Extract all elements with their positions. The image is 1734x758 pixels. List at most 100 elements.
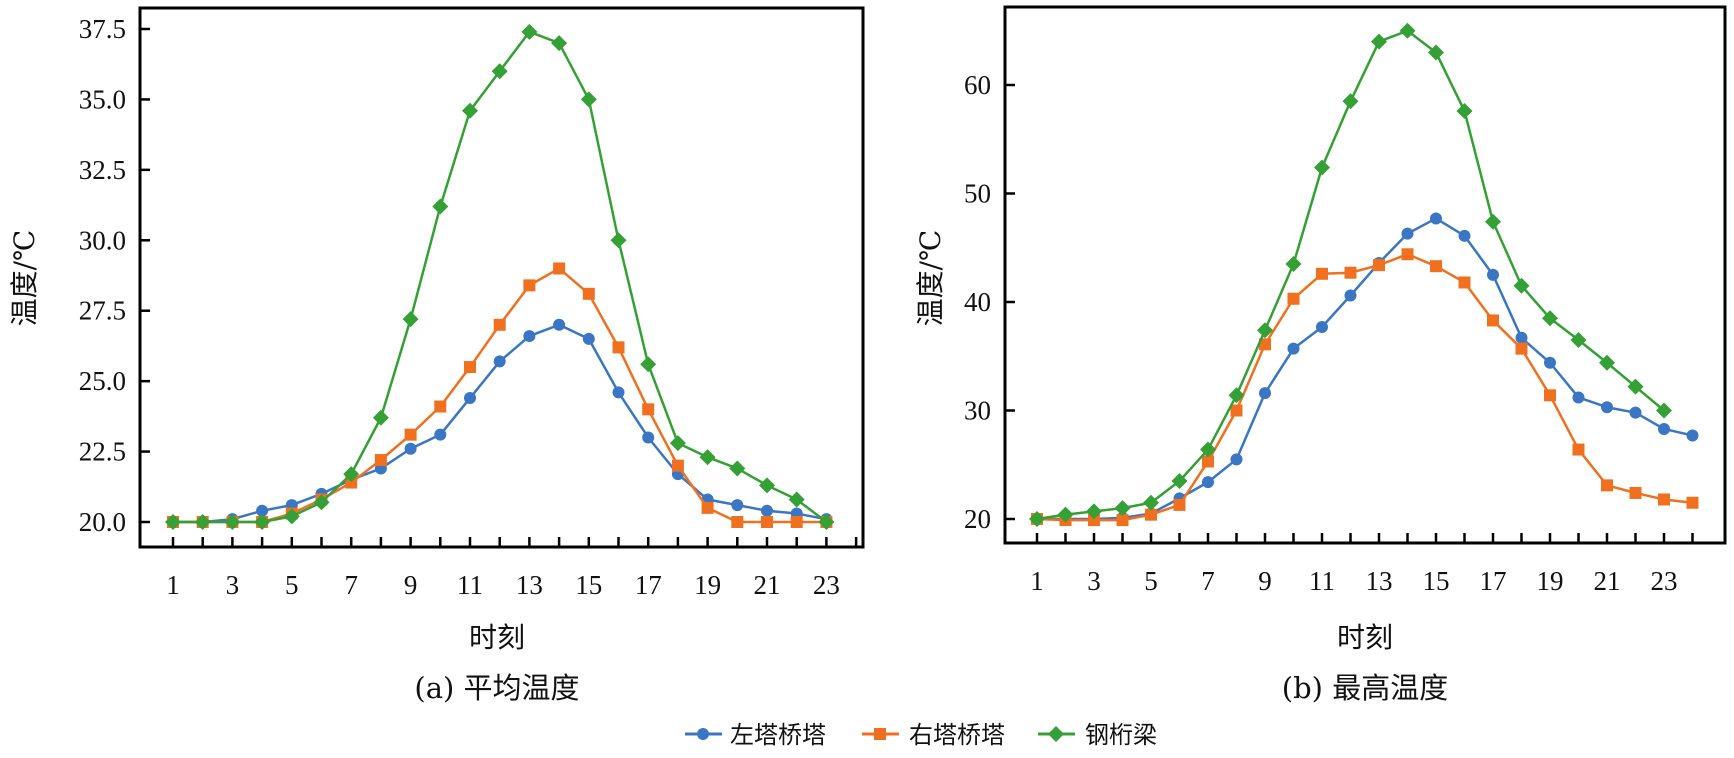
data-point bbox=[372, 409, 389, 426]
data-point bbox=[283, 508, 300, 525]
data-point bbox=[432, 198, 449, 215]
series-line bbox=[173, 323, 827, 524]
data-point bbox=[1088, 514, 1100, 527]
data-point bbox=[1658, 493, 1670, 506]
x-tick-label: 11 bbox=[457, 570, 483, 600]
data-point bbox=[761, 504, 773, 517]
plot-frame-a bbox=[138, 6, 865, 549]
diamond-marker-icon bbox=[1048, 726, 1064, 742]
data-point bbox=[1143, 494, 1159, 511]
series-right-tower-b bbox=[1031, 248, 1699, 527]
data-point bbox=[1171, 473, 1188, 490]
series-line bbox=[1036, 253, 1693, 522]
data-point bbox=[194, 514, 211, 530]
data-point bbox=[1572, 443, 1585, 456]
y-tick-label: 32.5 bbox=[79, 155, 126, 185]
data-point bbox=[1487, 314, 1499, 327]
legend-item-steel-truss: 钢桁梁 bbox=[1038, 721, 1157, 749]
data-point bbox=[256, 504, 269, 517]
data-point bbox=[1057, 506, 1074, 523]
data-point bbox=[1314, 159, 1330, 176]
series-left-tower-a bbox=[167, 318, 833, 528]
data-point bbox=[404, 442, 417, 455]
data-point bbox=[1456, 103, 1473, 120]
data-point bbox=[1202, 455, 1214, 468]
data-point bbox=[671, 459, 684, 472]
data-point bbox=[640, 356, 657, 373]
data-point bbox=[790, 516, 803, 528]
data-point bbox=[818, 514, 835, 530]
data-point bbox=[1259, 387, 1271, 400]
x-tick-label: 13 bbox=[1366, 566, 1393, 596]
data-point bbox=[1656, 402, 1672, 419]
x-tick-label: 17 bbox=[1480, 566, 1507, 596]
data-point bbox=[404, 428, 417, 441]
y-tick-label: 27.5 bbox=[79, 296, 126, 326]
data-point bbox=[1373, 259, 1385, 272]
data-point bbox=[1544, 389, 1556, 402]
data-point bbox=[523, 279, 536, 292]
data-point bbox=[582, 287, 595, 300]
data-point bbox=[1145, 508, 1157, 521]
data-point bbox=[374, 454, 387, 467]
data-point bbox=[761, 516, 773, 528]
data-point bbox=[165, 514, 181, 530]
x-axis-title-b: 时刻 bbox=[1337, 621, 1393, 654]
data-point bbox=[1344, 266, 1357, 279]
data-point bbox=[343, 466, 360, 483]
data-point bbox=[1599, 354, 1615, 371]
data-point bbox=[553, 318, 566, 331]
x-tick-label: 23 bbox=[1651, 566, 1678, 596]
data-point bbox=[1513, 277, 1530, 294]
x-tick-label: 9 bbox=[1258, 566, 1272, 596]
data-point bbox=[1200, 441, 1216, 458]
data-point bbox=[731, 499, 744, 512]
data-point bbox=[1601, 479, 1613, 492]
y-tick-label: 40 bbox=[964, 287, 991, 317]
legend-label-right-tower: 右塔桥塔 bbox=[909, 721, 1005, 749]
series-steel-truss-a bbox=[165, 23, 835, 530]
data-point bbox=[699, 449, 716, 466]
data-point bbox=[612, 341, 625, 354]
x-tick-label: 13 bbox=[516, 570, 543, 600]
x-tick-label: 23 bbox=[813, 570, 840, 600]
x-tick-label: 17 bbox=[635, 570, 662, 600]
data-point bbox=[1230, 453, 1243, 466]
x-tick-label: 7 bbox=[1201, 566, 1215, 596]
x-tick-label: 1 bbox=[1030, 566, 1044, 596]
data-point bbox=[1572, 391, 1585, 404]
data-point bbox=[1487, 268, 1499, 281]
y-tick-label: 50 bbox=[964, 179, 991, 209]
data-point bbox=[464, 392, 476, 405]
x-tick-label: 5 bbox=[285, 570, 299, 600]
data-point bbox=[1430, 260, 1442, 273]
data-point bbox=[1202, 476, 1214, 489]
y-tick-label: 22.5 bbox=[79, 437, 126, 467]
x-tick-label: 7 bbox=[344, 570, 358, 600]
data-point bbox=[731, 516, 744, 528]
data-point bbox=[582, 332, 595, 345]
data-point bbox=[1627, 378, 1644, 395]
x-axis-title-a: 时刻 bbox=[469, 621, 525, 654]
data-point bbox=[254, 514, 271, 530]
data-point bbox=[610, 232, 627, 249]
x-tick-label: 21 bbox=[1594, 566, 1621, 596]
y-tick-label: 25.0 bbox=[79, 366, 126, 396]
data-point bbox=[1116, 514, 1129, 527]
data-point bbox=[1658, 422, 1670, 435]
x-tick-label: 3 bbox=[1087, 566, 1101, 596]
series-line bbox=[1037, 217, 1693, 521]
data-point bbox=[345, 476, 358, 489]
data-point bbox=[612, 386, 625, 399]
series-line bbox=[173, 30, 828, 524]
data-point bbox=[491, 63, 508, 80]
data-point bbox=[523, 330, 536, 343]
data-point bbox=[1629, 406, 1642, 419]
data-point bbox=[1173, 498, 1186, 511]
data-point bbox=[580, 91, 597, 108]
legend-label-left-tower: 左塔桥塔 bbox=[730, 721, 826, 749]
x-tick-label: 15 bbox=[1423, 566, 1450, 596]
data-point bbox=[1342, 93, 1359, 110]
x-tick-label: 19 bbox=[694, 570, 721, 600]
series-line bbox=[173, 267, 827, 524]
